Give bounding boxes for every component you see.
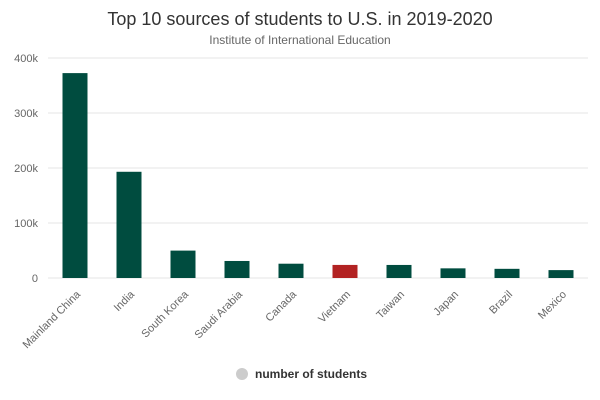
x-tick-label: Japan (431, 289, 461, 319)
bar[interactable] (224, 260, 250, 278)
bar[interactable] (332, 264, 358, 278)
x-tick-label: Brazil (487, 289, 515, 317)
chart-title: Top 10 sources of students to U.S. in 20… (107, 9, 492, 29)
bar[interactable] (278, 263, 304, 278)
x-axis-labels: Mainland China India South Korea Saudi Arab… (21, 288, 570, 351)
legend-marker[interactable] (236, 368, 248, 380)
x-tick-label: Canada (263, 288, 299, 324)
bar[interactable] (494, 268, 520, 278)
legend-label[interactable]: number of students (255, 367, 367, 381)
bars (62, 73, 574, 279)
x-tick-label: Mexico (536, 289, 569, 322)
x-tick-label: India (112, 288, 138, 314)
x-tick-label: Saudi Arabia (193, 288, 246, 341)
legend[interactable]: number of students (236, 367, 367, 381)
y-tick-label: 300k (14, 108, 38, 120)
y-tick-label: 400k (14, 53, 38, 65)
x-tick-label: Mainland China (21, 288, 84, 351)
bar[interactable] (440, 268, 466, 278)
bar[interactable] (386, 264, 412, 278)
y-axis-labels: 0 100k 200k 300k 400k (14, 53, 38, 285)
y-tick-label: 200k (14, 163, 38, 175)
x-tick-label: South Korea (139, 288, 191, 340)
y-tick-label: 100k (14, 218, 38, 230)
bar[interactable] (116, 171, 142, 278)
bar[interactable] (170, 250, 196, 278)
chart-subtitle: Institute of International Education (209, 33, 390, 47)
bar[interactable] (62, 73, 88, 279)
y-tick-label: 0 (32, 273, 38, 285)
x-tick-label: Vietnam (316, 289, 353, 326)
x-tick-label: Taiwan (374, 289, 407, 322)
bar[interactable] (548, 270, 574, 278)
